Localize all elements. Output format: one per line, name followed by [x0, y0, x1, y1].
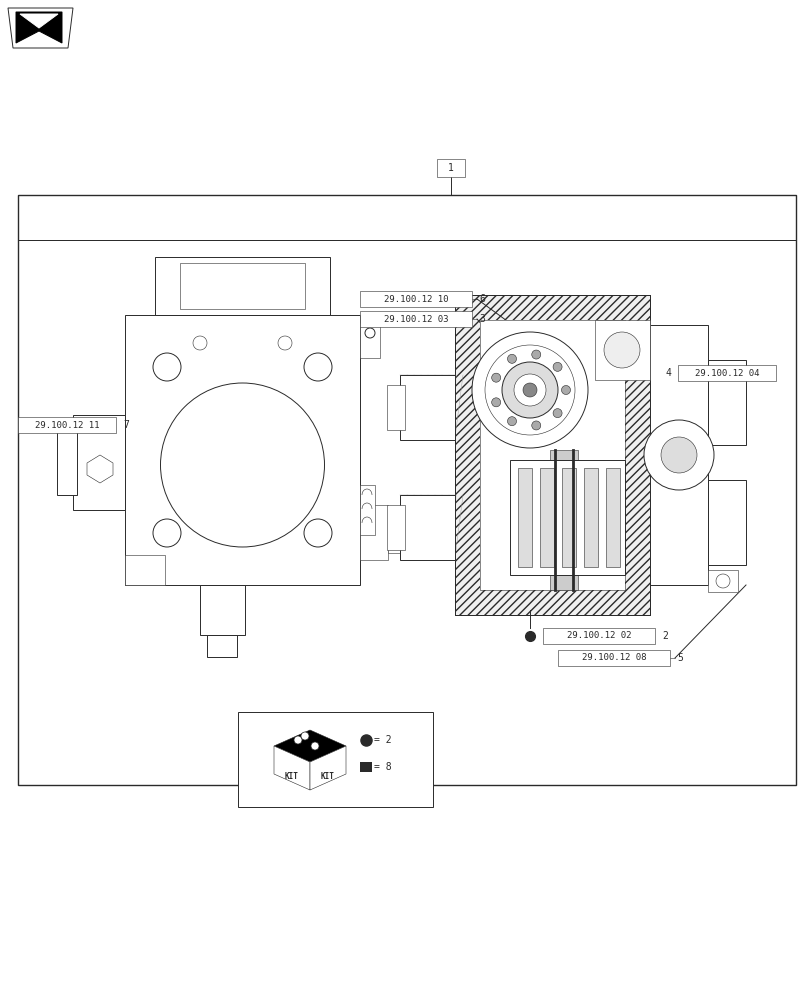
- Text: = 2: = 2: [374, 735, 391, 745]
- Text: 2: 2: [661, 631, 667, 641]
- Bar: [707, 480, 745, 565]
- Bar: [73, 415, 125, 510]
- Bar: [359, 291, 471, 307]
- Text: KIT: KIT: [285, 772, 298, 781]
- Bar: [155, 257, 329, 315]
- Bar: [677, 365, 775, 381]
- Text: 29.100.12 04: 29.100.12 04: [694, 368, 758, 377]
- Bar: [125, 555, 165, 585]
- Bar: [359, 323, 380, 358]
- Bar: [57, 430, 77, 495]
- Bar: [18, 417, 116, 433]
- Bar: [388, 515, 400, 553]
- Circle shape: [531, 350, 540, 359]
- Polygon shape: [16, 12, 62, 43]
- Circle shape: [294, 736, 302, 744]
- Circle shape: [484, 345, 574, 435]
- Circle shape: [660, 437, 696, 473]
- Polygon shape: [273, 746, 310, 790]
- Bar: [517, 468, 531, 567]
- Circle shape: [603, 332, 639, 368]
- Polygon shape: [8, 8, 73, 48]
- Bar: [539, 468, 553, 567]
- Bar: [387, 385, 405, 430]
- Bar: [549, 450, 577, 590]
- Circle shape: [522, 383, 536, 397]
- Bar: [207, 635, 237, 657]
- Circle shape: [501, 362, 557, 418]
- Bar: [436, 159, 465, 177]
- Bar: [454, 295, 649, 615]
- Bar: [18, 195, 795, 785]
- Bar: [557, 650, 669, 666]
- Bar: [543, 628, 654, 644]
- Text: 29.100.12 10: 29.100.12 10: [384, 294, 448, 304]
- Circle shape: [552, 409, 561, 418]
- Bar: [454, 295, 649, 615]
- Bar: [18, 195, 795, 240]
- Bar: [359, 762, 371, 772]
- Bar: [359, 485, 375, 535]
- Circle shape: [301, 732, 309, 740]
- Text: 4: 4: [664, 368, 670, 378]
- Circle shape: [715, 574, 729, 588]
- Bar: [200, 585, 245, 635]
- Bar: [561, 468, 575, 567]
- Text: 1: 1: [448, 163, 453, 173]
- Circle shape: [491, 373, 500, 382]
- Text: 29.100.12 11: 29.100.12 11: [35, 420, 99, 430]
- Bar: [509, 460, 624, 575]
- Bar: [359, 311, 471, 327]
- Bar: [707, 570, 737, 592]
- Circle shape: [531, 421, 540, 430]
- Bar: [479, 320, 624, 590]
- Text: 29.100.12 03: 29.100.12 03: [384, 314, 448, 324]
- Text: 7: 7: [122, 420, 129, 430]
- Text: 3: 3: [478, 314, 484, 324]
- Circle shape: [643, 420, 713, 490]
- Bar: [479, 320, 624, 590]
- Bar: [649, 325, 707, 585]
- Text: 6: 6: [478, 294, 484, 304]
- Text: 5: 5: [676, 653, 682, 663]
- Bar: [180, 263, 305, 309]
- Bar: [400, 375, 454, 440]
- Circle shape: [311, 742, 319, 750]
- Polygon shape: [87, 455, 113, 483]
- Bar: [400, 495, 454, 560]
- Bar: [707, 360, 745, 445]
- Circle shape: [561, 385, 570, 394]
- Circle shape: [552, 362, 561, 371]
- Polygon shape: [310, 746, 345, 790]
- Bar: [605, 468, 620, 567]
- Bar: [583, 468, 597, 567]
- Circle shape: [507, 354, 516, 363]
- Circle shape: [471, 332, 587, 448]
- Bar: [125, 315, 359, 585]
- Text: KIT: KIT: [320, 772, 334, 781]
- Circle shape: [507, 417, 516, 426]
- Bar: [238, 712, 432, 807]
- Bar: [359, 505, 388, 560]
- Text: 29.100.12 08: 29.100.12 08: [581, 654, 646, 662]
- Text: 29.100.12 02: 29.100.12 02: [566, 632, 630, 641]
- Circle shape: [491, 398, 500, 407]
- Polygon shape: [273, 730, 345, 762]
- Circle shape: [513, 374, 545, 406]
- Bar: [594, 320, 649, 380]
- Polygon shape: [20, 14, 58, 28]
- Bar: [387, 505, 405, 550]
- Text: = 8: = 8: [374, 762, 391, 772]
